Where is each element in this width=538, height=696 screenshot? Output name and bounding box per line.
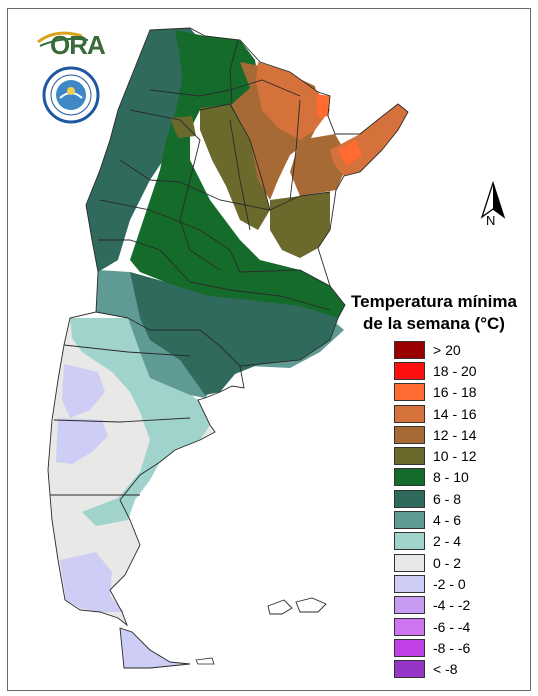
legend-item: 16 - 18: [394, 382, 477, 403]
legend-label: -2 - 0: [433, 575, 466, 592]
legend-label: 10 - 12: [433, 448, 477, 465]
legend-item: 8 - 10: [394, 467, 477, 488]
legend-title-line2: de la semana (°C): [363, 314, 505, 333]
zone-10-12-east: [270, 192, 330, 258]
legend-swatch: [394, 638, 425, 657]
zone-14-16: [256, 62, 330, 140]
tierra-del-fuego: [120, 628, 190, 668]
legend-swatch: [394, 340, 425, 359]
legend-label: 12 - 14: [433, 426, 477, 443]
legend-item: 14 - 16: [394, 403, 477, 424]
legend-item: 10 - 12: [394, 445, 477, 466]
zone-16-18-east: [338, 140, 362, 166]
zone-16-18: [316, 94, 330, 118]
zone-neg2-0-south: [60, 552, 124, 612]
legend-item: -2 - 0: [394, 573, 477, 594]
logo-text: ORA: [50, 30, 106, 60]
argentina-map: [48, 28, 408, 668]
isla-estados: [195, 657, 215, 665]
legend-swatch: [394, 489, 425, 508]
zone-neg2-0-north: [62, 364, 105, 418]
legend-swatch: [394, 596, 425, 615]
legend-label: 4 - 6: [433, 512, 462, 529]
zone-10-12-north: [200, 104, 270, 230]
legend-item: -8 - -6: [394, 637, 477, 658]
legend-item: 0 - 2: [394, 552, 477, 573]
legend-label: -4 - -2: [433, 597, 471, 614]
zone-14-16-misiones: [330, 104, 408, 176]
zone-2-4: [70, 318, 210, 526]
legend-swatch: [394, 383, 425, 402]
legend-label: -8 - -6: [433, 639, 471, 656]
legend-label: 0 - 2: [433, 554, 462, 571]
legend-swatch: [394, 468, 425, 487]
legend-item: -4 - -2: [394, 595, 477, 616]
legend-swatch: [394, 447, 425, 466]
zone-10-12-small: [170, 116, 196, 138]
legend-item: > 20: [394, 339, 477, 360]
legend-swatch: [394, 532, 425, 551]
ora-logo-icon: [37, 31, 89, 47]
legend-swatch: [394, 553, 425, 572]
legend-item: 12 - 14: [394, 424, 477, 445]
legend-label: 14 - 16: [433, 405, 477, 422]
malvinas-islands: [267, 597, 327, 615]
north-label: N: [486, 213, 496, 228]
legend-label: < -8: [433, 661, 458, 678]
legend-item: < -8: [394, 658, 477, 679]
legend-swatch: [394, 511, 425, 530]
north-arrow-icon: [480, 180, 506, 219]
legend-label: 6 - 8: [433, 490, 462, 507]
legend-swatch: [394, 404, 425, 423]
legend-item: 18 - 20: [394, 360, 477, 381]
legend-swatch: [394, 660, 425, 679]
legend-swatch: [394, 425, 425, 444]
legend-item: -6 - -4: [394, 616, 477, 637]
province-boundaries: [47, 27, 409, 669]
legend-label: 16 - 18: [433, 384, 477, 401]
legend-label: 18 - 20: [433, 362, 477, 379]
legend-item: 2 - 4: [394, 531, 477, 552]
legend-item: 4 - 6: [394, 509, 477, 530]
legend-label: 8 - 10: [433, 469, 469, 486]
zone-8-10: [130, 30, 345, 318]
legend-label: > 20: [433, 341, 461, 358]
legend-label: -6 - -4: [433, 618, 471, 635]
legend-title-line1: Temperatura mínima: [351, 292, 517, 311]
zone-neg2-0-mid: [56, 418, 108, 464]
legend-swatch: [394, 361, 425, 380]
legend-item: 6 - 8: [394, 488, 477, 509]
legend-swatch: [394, 574, 425, 593]
legend: > 20 18 - 20 16 - 18 14 - 16 12 - 14 10 - 12 8…: [394, 339, 477, 680]
legend-title: Temperatura mínima de la semana (°C): [336, 291, 532, 335]
zone-6-8-west: [86, 28, 210, 272]
seal-icon: [42, 66, 100, 124]
legend-label: 2 - 4: [433, 533, 462, 550]
legend-swatch: [394, 617, 425, 636]
